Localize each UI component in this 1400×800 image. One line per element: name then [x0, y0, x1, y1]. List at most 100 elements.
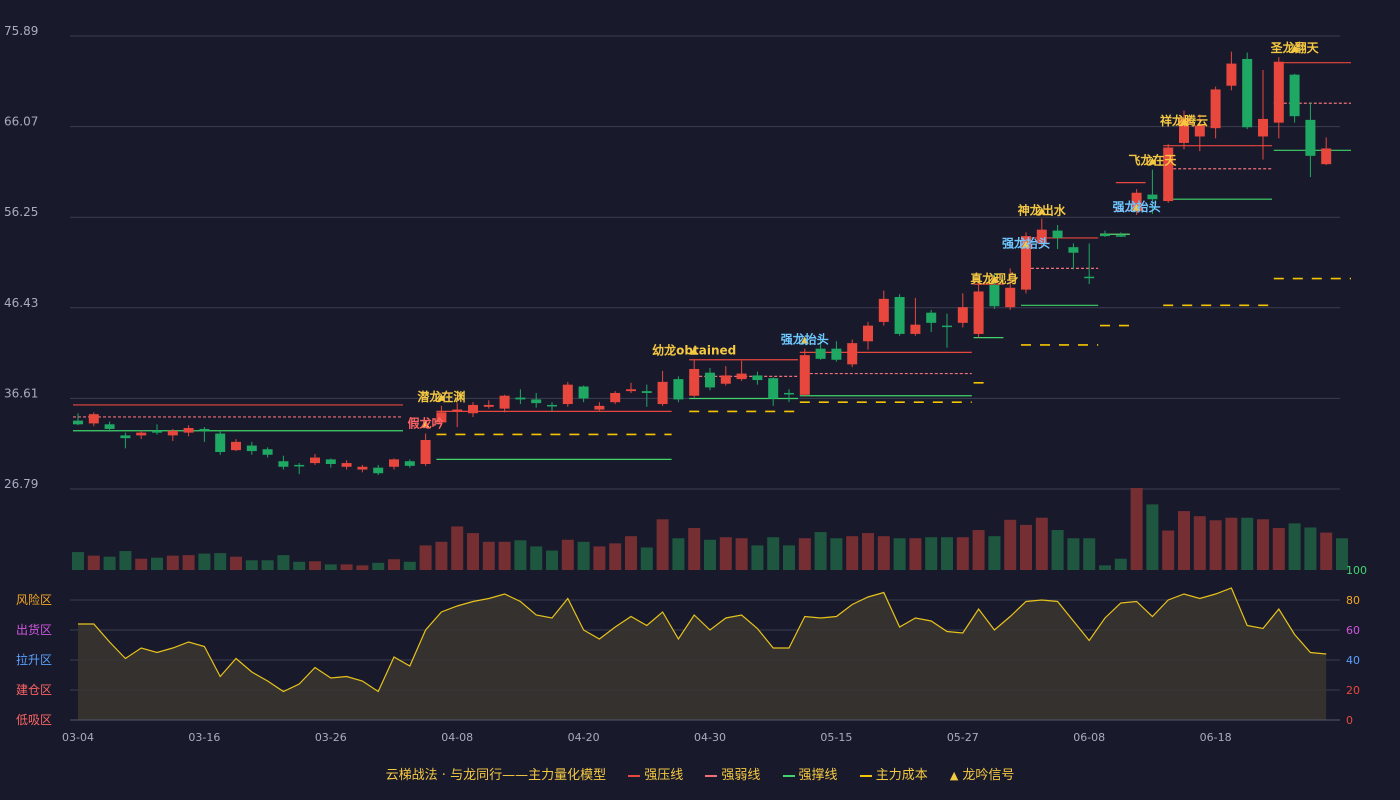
signal-triangle — [437, 393, 446, 401]
volume-bar — [767, 537, 780, 570]
volume-bar — [340, 564, 353, 570]
candle-body — [641, 391, 652, 393]
legend-swatch-support — [782, 774, 795, 777]
signal-triangle — [690, 347, 699, 355]
price-tick-label: 46.43 — [4, 296, 38, 310]
candle-body — [1258, 118, 1268, 137]
candle-body — [199, 428, 210, 431]
candle-body — [1052, 230, 1063, 238]
candle-body — [1226, 63, 1237, 86]
signal-label: 圣龙翻天 — [1270, 40, 1320, 55]
legend-swatch-weak — [705, 774, 718, 777]
osc-tick-label: 20 — [1346, 684, 1360, 697]
price-tick-label: 36.61 — [4, 386, 38, 400]
level-lines — [73, 62, 1351, 460]
volume-bar — [1336, 538, 1348, 570]
candle-body — [1179, 118, 1189, 143]
candle-body — [325, 459, 336, 464]
volume-bar — [261, 560, 274, 570]
zone-label: 出货区 — [16, 622, 52, 637]
legend-swatch-pressure — [628, 774, 641, 777]
candle-body — [626, 389, 636, 392]
candle-body — [1210, 89, 1221, 129]
candle-body — [1321, 148, 1332, 165]
volume-bar — [1083, 538, 1096, 570]
candle-body — [752, 375, 763, 381]
candle-body — [831, 348, 842, 360]
volume-bar — [324, 564, 337, 570]
volume-bar — [1320, 532, 1333, 570]
signal-label: 强龙抬头 — [1002, 236, 1050, 251]
volume-bar — [166, 555, 179, 570]
volume-bar — [530, 546, 543, 570]
osc-tick-label: 100 — [1346, 564, 1367, 577]
volume-bar — [182, 555, 195, 570]
candle-body — [436, 412, 447, 423]
volume-bar — [419, 545, 432, 570]
volume-bar — [309, 561, 321, 570]
volume-bar — [293, 561, 306, 570]
axis-labels: 75.89 66.07 56.25 46.43 36.61 26.79 100 80 60 40 2… — [4, 24, 1367, 744]
candle-body — [294, 464, 305, 467]
legend-item-pressure[interactable]: 强压线 — [628, 764, 683, 783]
volume-bar — [245, 560, 258, 570]
signal-label: 祥龙腾云 — [1160, 113, 1208, 128]
volume-bar — [1209, 520, 1222, 570]
candle-body — [799, 355, 810, 395]
volume-bar — [751, 545, 764, 570]
volume-bar — [87, 555, 100, 570]
volume-bar — [1162, 530, 1175, 570]
volume-bar — [119, 551, 132, 570]
candle-body — [1068, 247, 1079, 253]
candle-body — [705, 372, 715, 388]
volume-bar — [1178, 511, 1190, 570]
legend-item-signal[interactable]: ▲ 龙吟信号 — [949, 768, 1015, 783]
date-tick-label: 03-26 — [315, 731, 347, 744]
volume-bar — [514, 540, 527, 570]
candle-body — [1115, 235, 1126, 237]
signal-label: 强龙抬头 — [1113, 199, 1161, 214]
volume-bar — [1051, 530, 1064, 570]
candle-body — [104, 424, 115, 429]
candle-body — [183, 428, 194, 433]
volume-bar — [198, 553, 211, 570]
volume-bar — [893, 538, 906, 570]
date-tick-label: 06-08 — [1073, 731, 1105, 744]
candle-body — [1163, 147, 1174, 202]
candle-body — [468, 404, 478, 414]
legend-item-cost[interactable]: 主力成本 — [859, 764, 928, 783]
zone-label: 风险区 — [16, 592, 52, 607]
zone-label: 建仓区 — [16, 683, 52, 697]
volume-bar — [672, 538, 685, 570]
candle-body — [1021, 236, 1031, 290]
candle-body — [578, 386, 589, 399]
osc-tick-label: 60 — [1346, 624, 1360, 637]
volume-bar — [972, 530, 985, 570]
legend-item-support[interactable]: 强撑线 — [782, 764, 838, 783]
signal-label: 强龙抬头 — [781, 332, 829, 347]
candle-body — [483, 404, 494, 407]
legend-item-weak[interactable]: 强弱线 — [705, 764, 760, 783]
date-tick-label: 05-15 — [820, 731, 852, 744]
volume-bar — [814, 532, 827, 570]
candle-body — [1131, 192, 1142, 212]
candle-body — [720, 375, 731, 384]
legend-title: 云梯战法 · 与龙同行——主力量化模型 — [385, 768, 607, 783]
volume-bar — [846, 536, 859, 570]
volume-bar — [135, 558, 148, 570]
signal-label: 神龙出水 — [1018, 203, 1067, 218]
volume-bar — [1272, 527, 1285, 570]
volume-bar — [704, 539, 716, 570]
price-tick-label: 56.25 — [4, 205, 38, 219]
candle-body — [246, 445, 257, 452]
zone-label: 拉升区 — [16, 652, 52, 667]
candle-body — [1084, 276, 1095, 279]
price-tick-label: 75.89 — [4, 24, 38, 38]
candle-body — [736, 373, 747, 380]
volume-bar — [561, 539, 574, 570]
candle-body — [863, 325, 873, 342]
candle-body — [1242, 58, 1253, 128]
candle-body — [531, 399, 542, 404]
signal-triangle — [990, 275, 999, 283]
